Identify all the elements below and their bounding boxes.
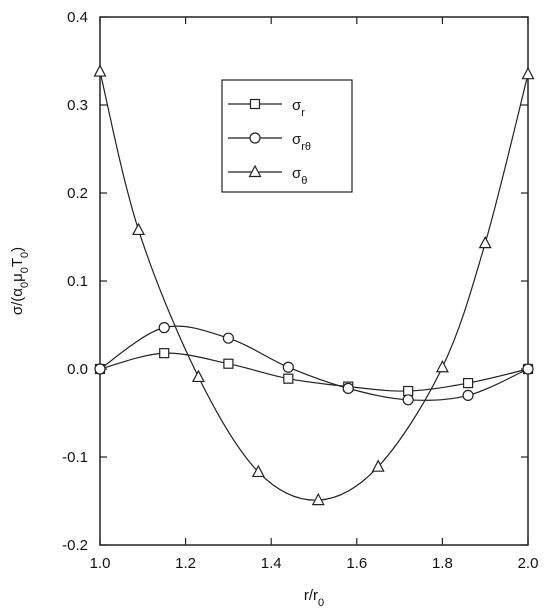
marker-circle xyxy=(222,332,234,344)
x-tick-label: 1.4 xyxy=(261,555,282,572)
marker-triangle xyxy=(191,369,205,383)
marker-square xyxy=(223,358,234,369)
legend-label: σr xyxy=(292,97,305,119)
marker-triangle xyxy=(132,222,146,236)
marker-triangle xyxy=(371,459,385,472)
x-tick-label: 1.8 xyxy=(432,555,453,572)
legend-marker xyxy=(249,132,261,144)
series-line xyxy=(99,325,529,401)
legend-marker xyxy=(248,164,262,178)
marker-triangle xyxy=(521,66,535,80)
x-tick-label: 1.6 xyxy=(346,555,367,572)
y-tick-label: 0.3 xyxy=(67,97,88,114)
legend-label: σθ xyxy=(292,165,307,187)
y-tick-label: -0.1 xyxy=(62,449,88,466)
x-tick-label: 1.2 xyxy=(175,555,196,572)
y-tick-label: 0.2 xyxy=(67,185,88,202)
marker-circle xyxy=(522,363,534,375)
marker-circle xyxy=(94,363,106,375)
x-tick-label: 2.0 xyxy=(518,555,539,572)
marker-triangle xyxy=(93,64,107,77)
marker-triangle xyxy=(311,492,325,506)
y-tick-label: 0.0 xyxy=(67,361,88,378)
marker-triangle xyxy=(251,464,265,478)
marker-circle xyxy=(282,361,294,373)
marker-square xyxy=(159,348,170,359)
marker-square xyxy=(462,377,474,389)
x-axis-label: r/r0 xyxy=(304,587,324,609)
marker-triangle xyxy=(435,359,449,373)
y-tick-label: 0.4 xyxy=(67,9,88,26)
marker-triangle xyxy=(478,235,492,249)
marker-circle xyxy=(402,394,414,406)
legend-label: σrθ xyxy=(292,131,311,153)
y-axis-label: σ/(α0μ0T0) xyxy=(9,247,31,315)
marker-circle xyxy=(158,322,170,334)
marker-square xyxy=(283,373,294,384)
y-tick-label: -0.2 xyxy=(62,537,88,554)
legend-marker xyxy=(249,98,261,110)
legend-box xyxy=(221,79,353,193)
marker-circle xyxy=(462,389,474,401)
x-tick-label: 1.0 xyxy=(90,555,111,572)
y-tick-label: 0.1 xyxy=(67,273,88,290)
marker-square xyxy=(403,385,414,397)
marker-circle xyxy=(342,382,354,394)
